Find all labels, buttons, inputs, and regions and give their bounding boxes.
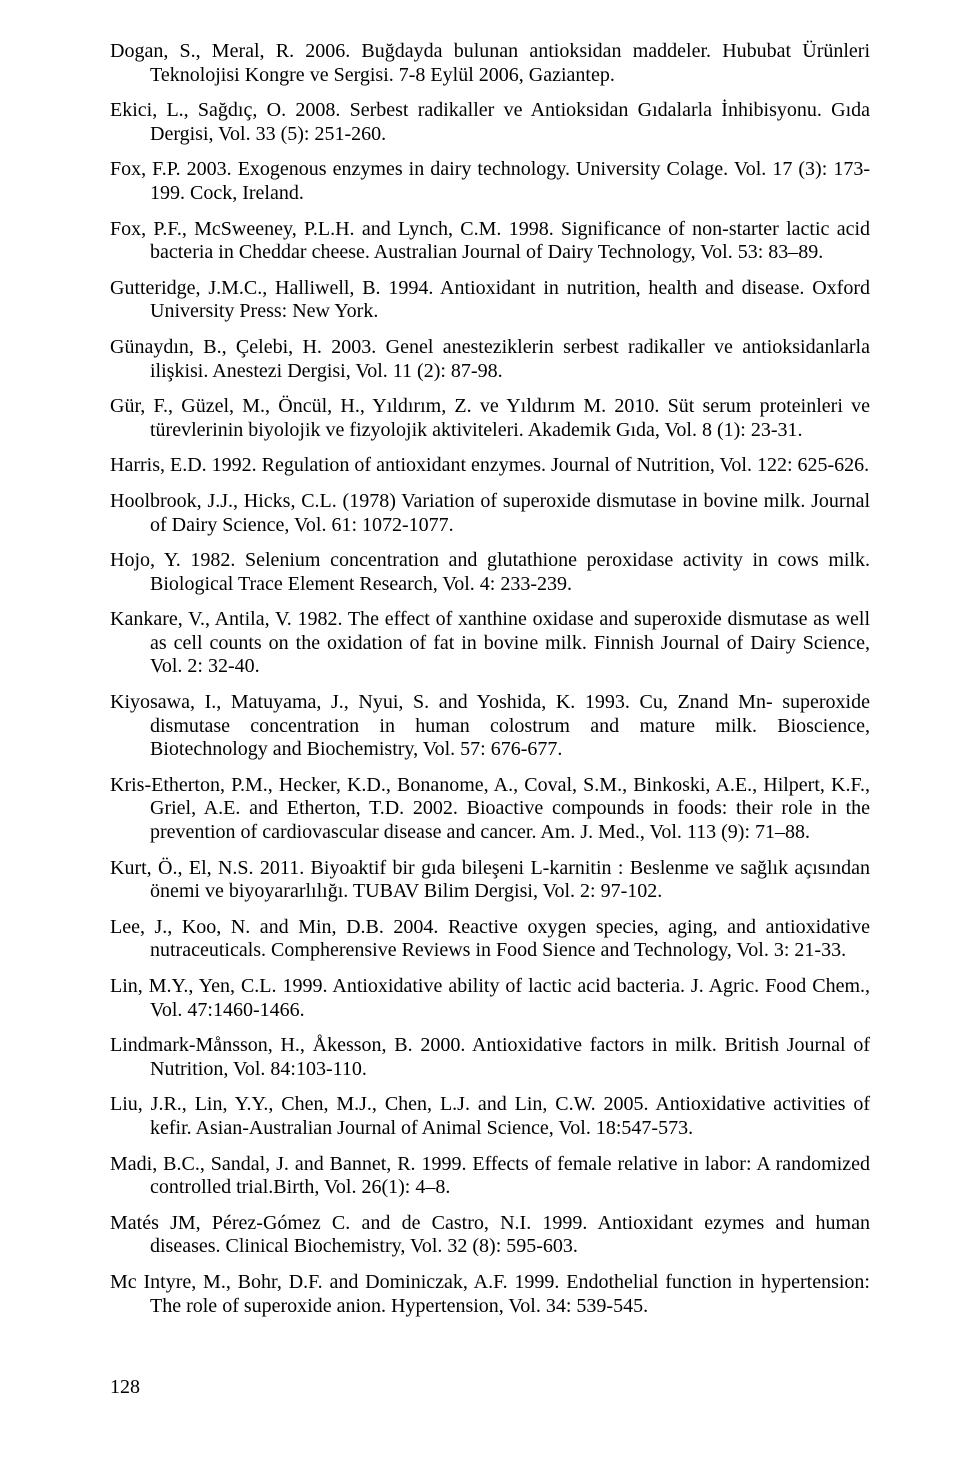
reference-entry: Lee, J., Koo, N. and Min, D.B. 2004. Rea… (110, 916, 870, 963)
reference-entry: Gutteridge, J.M.C., Halliwell, B. 1994. … (110, 277, 870, 324)
page-number: 128 (110, 1376, 870, 1399)
reference-entry: Ekici, L., Sağdıç, O. 2008. Serbest radi… (110, 99, 870, 146)
reference-entry: Hoolbrook, J.J., Hicks, C.L. (1978) Vari… (110, 490, 870, 537)
reference-entry: Madi, B.C., Sandal, J. and Bannet, R. 19… (110, 1153, 870, 1200)
reference-entry: Günaydın, B., Çelebi, H. 2003. Genel ane… (110, 336, 870, 383)
reference-entry: Fox, F.P. 2003. Exogenous enzymes in dai… (110, 158, 870, 205)
reference-entry: Dogan, S., Meral, R. 2006. Buğdayda bulu… (110, 40, 870, 87)
reference-entry: Harris, E.D. 1992. Regulation of antioxi… (110, 454, 870, 478)
reference-entry: Matés JM, Pérez-Gómez C. and de Castro, … (110, 1212, 870, 1259)
reference-entry: Fox, P.F., McSweeney, P.L.H. and Lynch, … (110, 218, 870, 265)
reference-entry: Lindmark-Månsson, H., Åkesson, B. 2000. … (110, 1034, 870, 1081)
reference-entry: Kankare, V., Antila, V. 1982. The effect… (110, 608, 870, 679)
reference-entry: Kris-Etherton, P.M., Hecker, K.D., Bonan… (110, 774, 870, 845)
reference-entry: Kiyosawa, I., Matuyama, J., Nyui, S. and… (110, 691, 870, 762)
reference-entry: Hojo, Y. 1982. Selenium concentration an… (110, 549, 870, 596)
reference-entry: Kurt, Ö., El, N.S. 2011. Biyoaktif bir g… (110, 857, 870, 904)
reference-entry: Liu, J.R., Lin, Y.Y., Chen, M.J., Chen, … (110, 1093, 870, 1140)
reference-entry: Lin, M.Y., Yen, C.L. 1999. Antioxidative… (110, 975, 870, 1022)
reference-entry: Mc Intyre, M., Bohr, D.F. and Dominiczak… (110, 1271, 870, 1318)
page-content: Dogan, S., Meral, R. 2006. Buğdayda bulu… (0, 0, 960, 1439)
reference-entry: Gür, F., Güzel, M., Öncül, H., Yıldırım,… (110, 395, 870, 442)
